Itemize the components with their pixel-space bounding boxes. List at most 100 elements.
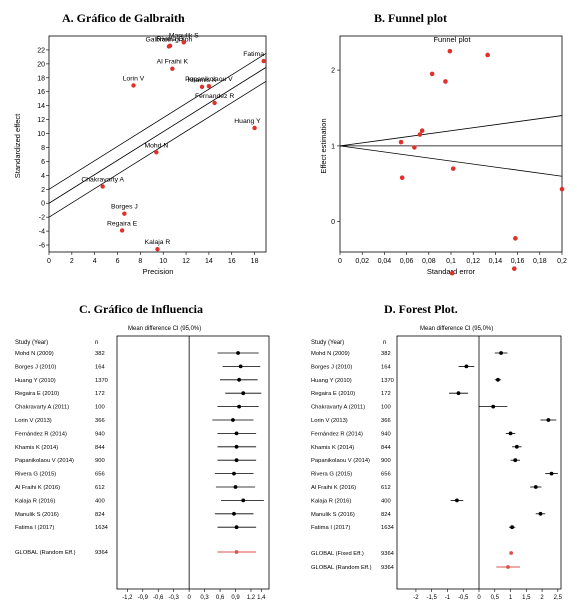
influence-plot: -1,2 -0,9 -0,6 -0,3 0 0,3 0,6 0,9 1,2 1,4 Mohd N (… [15,336,266,601]
funnel-point [429,71,435,77]
forest-study-label: Fernández R (2014) [311,431,363,437]
panel-a-title: A. Gráfico de Galbraith [62,11,185,25]
influence-study-point [232,511,236,516]
influence-x-tick-label: -1,2 [122,595,133,601]
forest-study-n: 1634 [381,525,395,531]
forest-x-tick-label: 2,5 [554,595,563,601]
influence-study-point [237,377,242,382]
funnel-point [443,79,448,84]
funnel-point [511,266,517,271]
funnel-point [398,139,404,145]
influence-x-tick-label: 0 [187,595,191,601]
influence-study-point [238,364,243,369]
galbraith-point [181,40,186,45]
galbraith-point-label: Borges J [111,204,138,211]
influence-study-n: 1370 [95,378,108,384]
forest-study-label: Papanikolaou V (2014) [311,458,370,464]
influence-x-tick-label: 0,6 [216,595,225,601]
influence-x-tick-label: 1,4 [257,595,266,601]
galbraith-x-tick-label: 0 [47,258,51,265]
influence-study-label: Mohd N (2009) [15,351,54,357]
forest-summary-point [506,565,510,569]
forest-study-point [491,404,496,409]
galbraith-point-label: Fatima [243,51,264,58]
galbraith-point [119,228,125,233]
influence-x-tick-label: 0,9 [231,595,240,601]
funnel-x-tick-label: 0,04 [378,258,392,265]
influence-plot-area [116,335,270,590]
galbraith-y-tick-label: 14 [37,103,45,110]
influence-study-label: Papanikolaou V (2014) [15,458,74,464]
influence-study-point [234,458,239,463]
galbraith-x-tick-label: 2 [70,258,74,265]
galbraith-y-tick-label: 18 [37,75,45,82]
influence-header-study: Study (Year) [15,340,48,346]
forest-study-label: Regaira E (2010) [311,391,355,397]
forest-study-label: Chakravarty A (2011) [311,405,365,411]
influence-x-tick-label: -0,3 [169,595,180,601]
funnel-point [412,145,417,150]
galbraith-point-label: Chakravarty A [81,177,124,184]
influence-study-n: 382 [95,351,105,357]
funnel-x-tick-label: 0,06 [400,258,414,265]
forest-study-n: 940 [381,431,391,437]
influence-study-label: Lorin V (2013) [15,418,52,424]
forest-study-point [546,418,551,422]
influence-study-n: 1634 [95,525,109,531]
galbraith-point-label: Lorin V [123,75,145,82]
funnel-x-tick-label: 0,1 [446,258,456,265]
galbraith-point [131,83,136,88]
influence-summary-n: 9364 [95,550,109,556]
influence-study-point [237,404,242,409]
forest-study-n: 382 [381,351,391,357]
forest-study-point [513,458,518,463]
forest-study-point [549,471,554,476]
galbraith-y-tick-label: 8 [41,145,45,152]
funnel-x-tick-label: 0,16 [511,258,525,265]
funnel-point [449,270,455,276]
galbraith-point [167,43,173,48]
funnel-plot-area [339,35,563,253]
forest-study-n: 400 [381,498,391,504]
influence-x-tick-label: 1,2 [247,595,256,601]
galbraith-x-tick-label: 16 [228,258,236,265]
forest-x-tick-label: 2 [540,595,544,601]
galbraith-point-label: Kalaja R [145,239,171,246]
funnel-point [450,166,456,171]
forest-study-point [533,485,538,489]
forest-study-point [496,377,500,382]
galbraith-point [261,58,266,64]
galbraith-y-tick-label: 10 [37,131,45,138]
funnel-y-tick-label: 1 [331,143,335,150]
influence-study-point [236,351,240,355]
influence-study-n: 366 [95,418,105,424]
influence-study-n: 900 [95,458,105,464]
forest-study-n: 612 [381,485,391,491]
forest-study-point [464,364,469,369]
funnel-lower-limit [339,145,563,177]
funnel-point [417,132,423,137]
influence-study-label: Khamis K (2014) [15,445,58,451]
forest-study-n: 656 [381,472,391,478]
influence-study-point [232,471,236,476]
forest-study-n: 844 [381,445,391,451]
forest-study-n: 100 [381,405,391,411]
forest-summary-n: 9364 [381,551,395,557]
forest-study-label: Borges J (2010) [311,364,352,370]
galbraith-point [212,100,217,106]
forest-x-tick-label: -1,5 [427,595,438,601]
influence-study-n: 400 [95,498,105,504]
galbraith-point [199,84,205,90]
forest-ci-title: Mean difference CI (95,0%) [420,326,493,332]
galbraith-point [155,247,160,252]
forest-x-tick-label: -1 [445,595,451,601]
galbraith-x-tick-label: 8 [138,258,142,265]
funnel-plot: 0 0,02 0,04 0,06 0,08 0,1 0,12 0,14 0,16 0,18 0,2 0… [331,48,567,276]
forest-x-tick-label: -0,5 [458,595,469,601]
galbraith-point [206,83,212,89]
influence-study-n: 100 [95,405,105,411]
influence-study-label: Rivera G (2015) [15,472,56,478]
funnel-x-tick-label: 0,14 [489,258,503,265]
panel-d-title: D. Forest Plot. [384,302,458,316]
galbraith-point [122,211,127,216]
